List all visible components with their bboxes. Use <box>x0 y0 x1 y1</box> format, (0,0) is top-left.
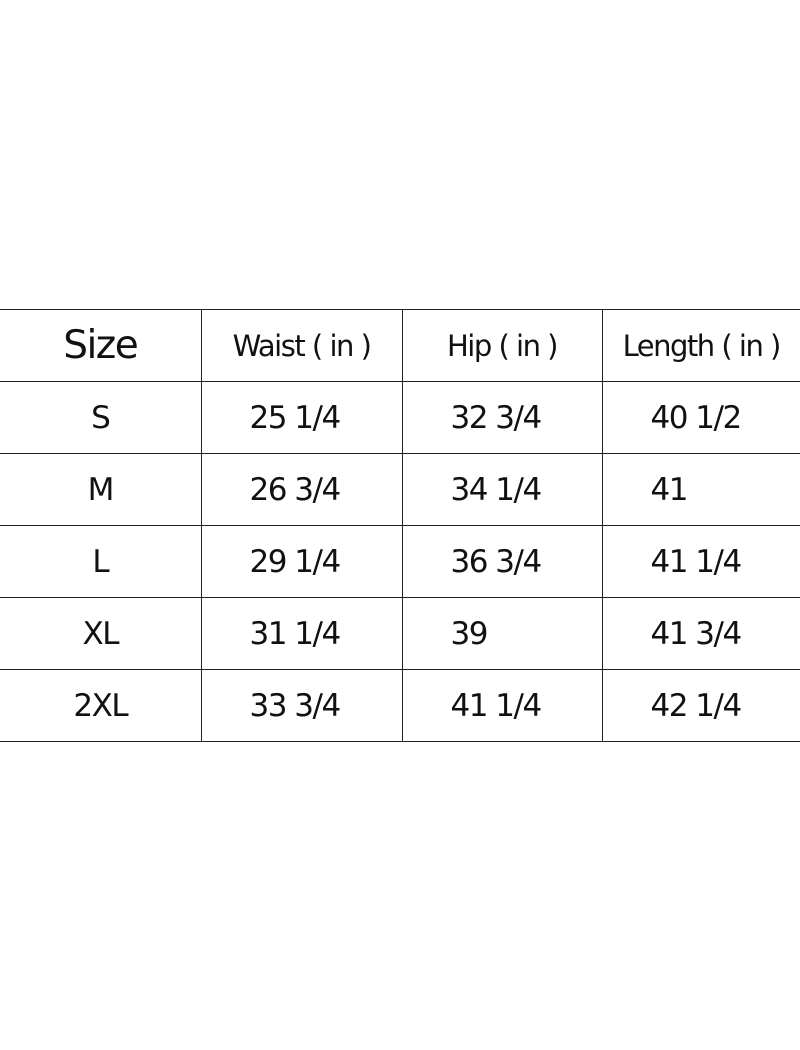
size-cell: XL <box>0 597 202 670</box>
header-cell: Length ( in ) <box>601 309 800 382</box>
value-cell: 25 1/4 <box>200 381 403 454</box>
table-row: XL 31 1/4 39 41 3/4 <box>0 597 800 670</box>
size-table: Size Waist ( in ) Hip ( in ) Length ( in ) S… <box>0 309 800 742</box>
table-row: S 25 1/4 32 3/4 40 1/2 <box>0 381 800 454</box>
table-row: 2XL 33 3/4 41 1/4 42 1/4 <box>0 669 800 742</box>
size-cell: S <box>0 381 202 454</box>
value-cell: 32 3/4 <box>401 381 603 454</box>
size-cell: M <box>0 453 202 526</box>
value-cell: 34 1/4 <box>401 453 603 526</box>
value-cell: 33 3/4 <box>200 669 403 742</box>
value-cell: 41 1/4 <box>601 525 800 598</box>
value-cell: 41 3/4 <box>601 597 800 670</box>
table-row: L 29 1/4 36 3/4 41 1/4 <box>0 525 800 598</box>
table-body: Size Waist ( in ) Hip ( in ) Length ( in ) S… <box>0 309 800 742</box>
value-cell: 29 1/4 <box>200 525 403 598</box>
size-cell: 2XL <box>0 669 202 742</box>
value-cell: 39 <box>401 597 603 670</box>
value-cell: 26 3/4 <box>200 453 403 526</box>
value-cell: 40 1/2 <box>601 381 800 454</box>
value-cell: 36 3/4 <box>401 525 603 598</box>
header-cell: Size <box>0 309 202 382</box>
value-cell: 42 1/4 <box>601 669 800 742</box>
table-row: M 26 3/4 34 1/4 41 <box>0 453 800 526</box>
value-cell: 41 <box>601 453 800 526</box>
value-cell: 41 1/4 <box>401 669 603 742</box>
header-cell: Hip ( in ) <box>401 309 603 382</box>
header-row: Size Waist ( in ) Hip ( in ) Length ( in ) <box>0 309 800 382</box>
size-cell: L <box>0 525 202 598</box>
header-cell: Waist ( in ) <box>200 309 403 382</box>
value-cell: 31 1/4 <box>200 597 403 670</box>
